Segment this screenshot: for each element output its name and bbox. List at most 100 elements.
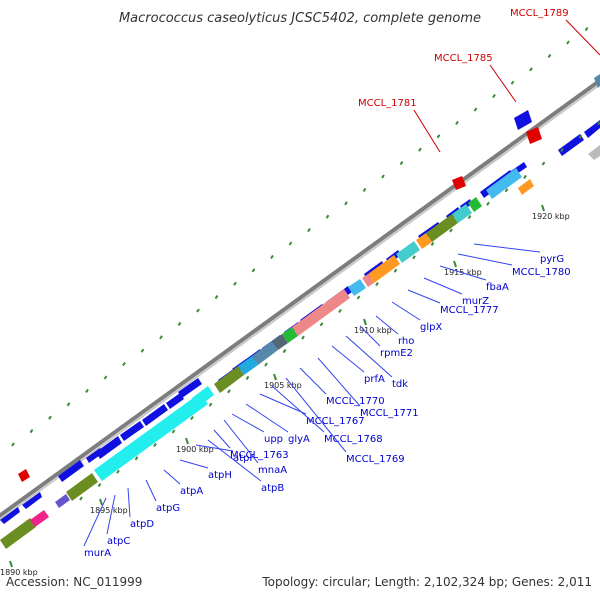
callout-labels: MCCL_1781 MCCL_1785 MCCL_1789 <box>358 8 600 153</box>
feature-marker-blue[interactable] <box>514 110 532 130</box>
gene-label-mccl_1767[interactable]: MCCL_1767 <box>306 416 365 427</box>
gene-block-orange[interactable] <box>518 179 534 195</box>
genome-summary: Topology: circular; Length: 2,102,324 bp… <box>261 575 592 589</box>
gene-block-olive[interactable] <box>426 214 458 242</box>
gene-connector <box>245 403 289 433</box>
gene-forward[interactable] <box>166 393 184 409</box>
gene-label-upp[interactable]: upp <box>264 434 283 445</box>
gene-label-glpx[interactable]: glpX <box>420 322 442 333</box>
gene-connector <box>213 429 231 449</box>
gene-block-teal[interactable] <box>452 204 472 223</box>
gene-block-steel[interactable] <box>252 341 278 365</box>
gene-block-blue[interactable] <box>238 356 258 375</box>
gene-label-atpd[interactable]: atpD <box>130 519 154 530</box>
callout-mccl_1789[interactable]: MCCL_1789 <box>510 8 569 19</box>
genome-backbone-shadow <box>0 83 600 521</box>
gene-label-atpa[interactable]: atpA <box>180 486 203 497</box>
track-dot <box>11 442 15 447</box>
track-dot <box>449 228 453 233</box>
gene-forward[interactable] <box>178 378 202 398</box>
gene-forward[interactable] <box>22 492 42 509</box>
gene-forward[interactable] <box>142 404 168 426</box>
track-dot <box>412 255 416 260</box>
gc-skew-track <box>11 27 600 501</box>
gene-block-rrna-like[interactable] <box>292 289 350 336</box>
track-dot <box>97 483 102 488</box>
track-dot <box>177 321 182 326</box>
gene-label-murz[interactable]: murZ <box>462 296 489 307</box>
gene-label-prfa[interactable]: prfA <box>364 374 385 385</box>
gene-label-mccl_1769[interactable]: MCCL_1769 <box>346 454 405 465</box>
gene-block-green[interactable] <box>282 327 298 343</box>
gene-block-purple[interactable] <box>55 494 70 508</box>
gene-block-atp-operon[interactable] <box>94 393 208 481</box>
tick-mark <box>453 260 457 268</box>
track-dot <box>264 362 268 367</box>
gene-label-mccl_1770[interactable]: MCCL_1770 <box>326 396 385 407</box>
gene-forward[interactable] <box>96 436 122 459</box>
gene-label-fbaa[interactable]: fbaA <box>486 282 509 293</box>
gene-label-mccl_1771[interactable]: MCCL_1771 <box>360 408 419 419</box>
feature-marker[interactable] <box>18 469 30 482</box>
gene-connector <box>145 479 157 502</box>
gene-block-atp-operon[interactable] <box>192 386 214 407</box>
gene-label-mccl_1780[interactable]: MCCL_1780 <box>512 267 571 278</box>
gene-forward[interactable] <box>58 460 84 482</box>
gene-block-orange[interactable] <box>368 255 400 283</box>
gene-block-magenta[interactable] <box>30 510 49 527</box>
gene-block-gray[interactable] <box>588 145 600 160</box>
gene-label-pyrg[interactable]: pyrG <box>540 254 564 265</box>
track-dot <box>227 389 231 394</box>
gene-label-atpc[interactable]: atpC <box>107 536 130 547</box>
gene-forward[interactable] <box>558 134 584 156</box>
track-dot <box>48 415 52 420</box>
gene-label-atph[interactable]: atpH <box>208 470 232 481</box>
gene-forward[interactable] <box>0 507 20 524</box>
gene-block-green[interactable] <box>468 197 482 212</box>
gene-block-sky[interactable] <box>348 279 366 296</box>
gene-block-sky[interactable] <box>486 168 522 199</box>
track-dot <box>245 375 250 380</box>
gene-label-glya[interactable]: glyA <box>288 434 310 445</box>
feature-marker[interactable] <box>526 127 542 144</box>
gene-block-pink[interactable] <box>362 274 374 287</box>
gene-connector <box>285 377 347 453</box>
callout-mccl_1785[interactable]: MCCL_1785 <box>434 53 493 64</box>
track-dot <box>140 348 145 353</box>
colored-gene-blocks <box>0 74 600 549</box>
gene-label-atpg[interactable]: atpG <box>156 503 180 514</box>
gene-connector <box>179 459 209 469</box>
track-dot <box>190 416 194 421</box>
gene-label-atpb[interactable]: atpB <box>261 483 284 494</box>
gene-block-olive[interactable] <box>66 473 98 501</box>
gene-forward[interactable] <box>120 421 144 441</box>
track-dot <box>29 429 34 434</box>
feature-marker[interactable] <box>452 176 466 190</box>
tick-mark <box>185 437 189 445</box>
track-dot <box>455 120 459 125</box>
coordinate-ticks: 1890 kbp 1895 kbp 1900 kbp 1905 kbp 1910 kbp… <box>0 204 570 577</box>
gene-label-mccl_1763[interactable]: MCCL_1763 <box>230 450 289 461</box>
gene-label-mnaa[interactable]: mnaA <box>258 465 287 476</box>
gene-block-orange[interactable] <box>416 233 432 249</box>
track-dot <box>418 147 422 152</box>
gene-block-teal[interactable] <box>396 241 420 263</box>
gene-label-mccl_1777[interactable]: MCCL_1777 <box>440 305 499 316</box>
gene-label-rpme2[interactable]: rpmE2 <box>380 348 413 359</box>
gene-block-olive[interactable] <box>214 366 244 393</box>
gene-block-olive[interactable] <box>0 518 36 549</box>
track-dot <box>233 281 237 286</box>
gene-block-slate[interactable] <box>272 334 288 350</box>
gene-label-tdk[interactable]: tdk <box>392 379 408 390</box>
gene-label-atpf[interactable]: atpF <box>233 453 255 464</box>
genome-backbone <box>0 78 600 518</box>
callout-mccl_1781[interactable]: MCCL_1781 <box>358 98 417 109</box>
gene-block-steel[interactable] <box>594 74 600 88</box>
gene-forward[interactable] <box>584 120 600 138</box>
gene-connector <box>317 357 361 407</box>
track-dot <box>523 174 527 179</box>
gene-label-mura[interactable]: murA <box>84 548 111 559</box>
gene-label-rho[interactable]: rho <box>398 336 414 347</box>
gene-label-mccl_1768[interactable]: MCCL_1768 <box>324 434 383 445</box>
